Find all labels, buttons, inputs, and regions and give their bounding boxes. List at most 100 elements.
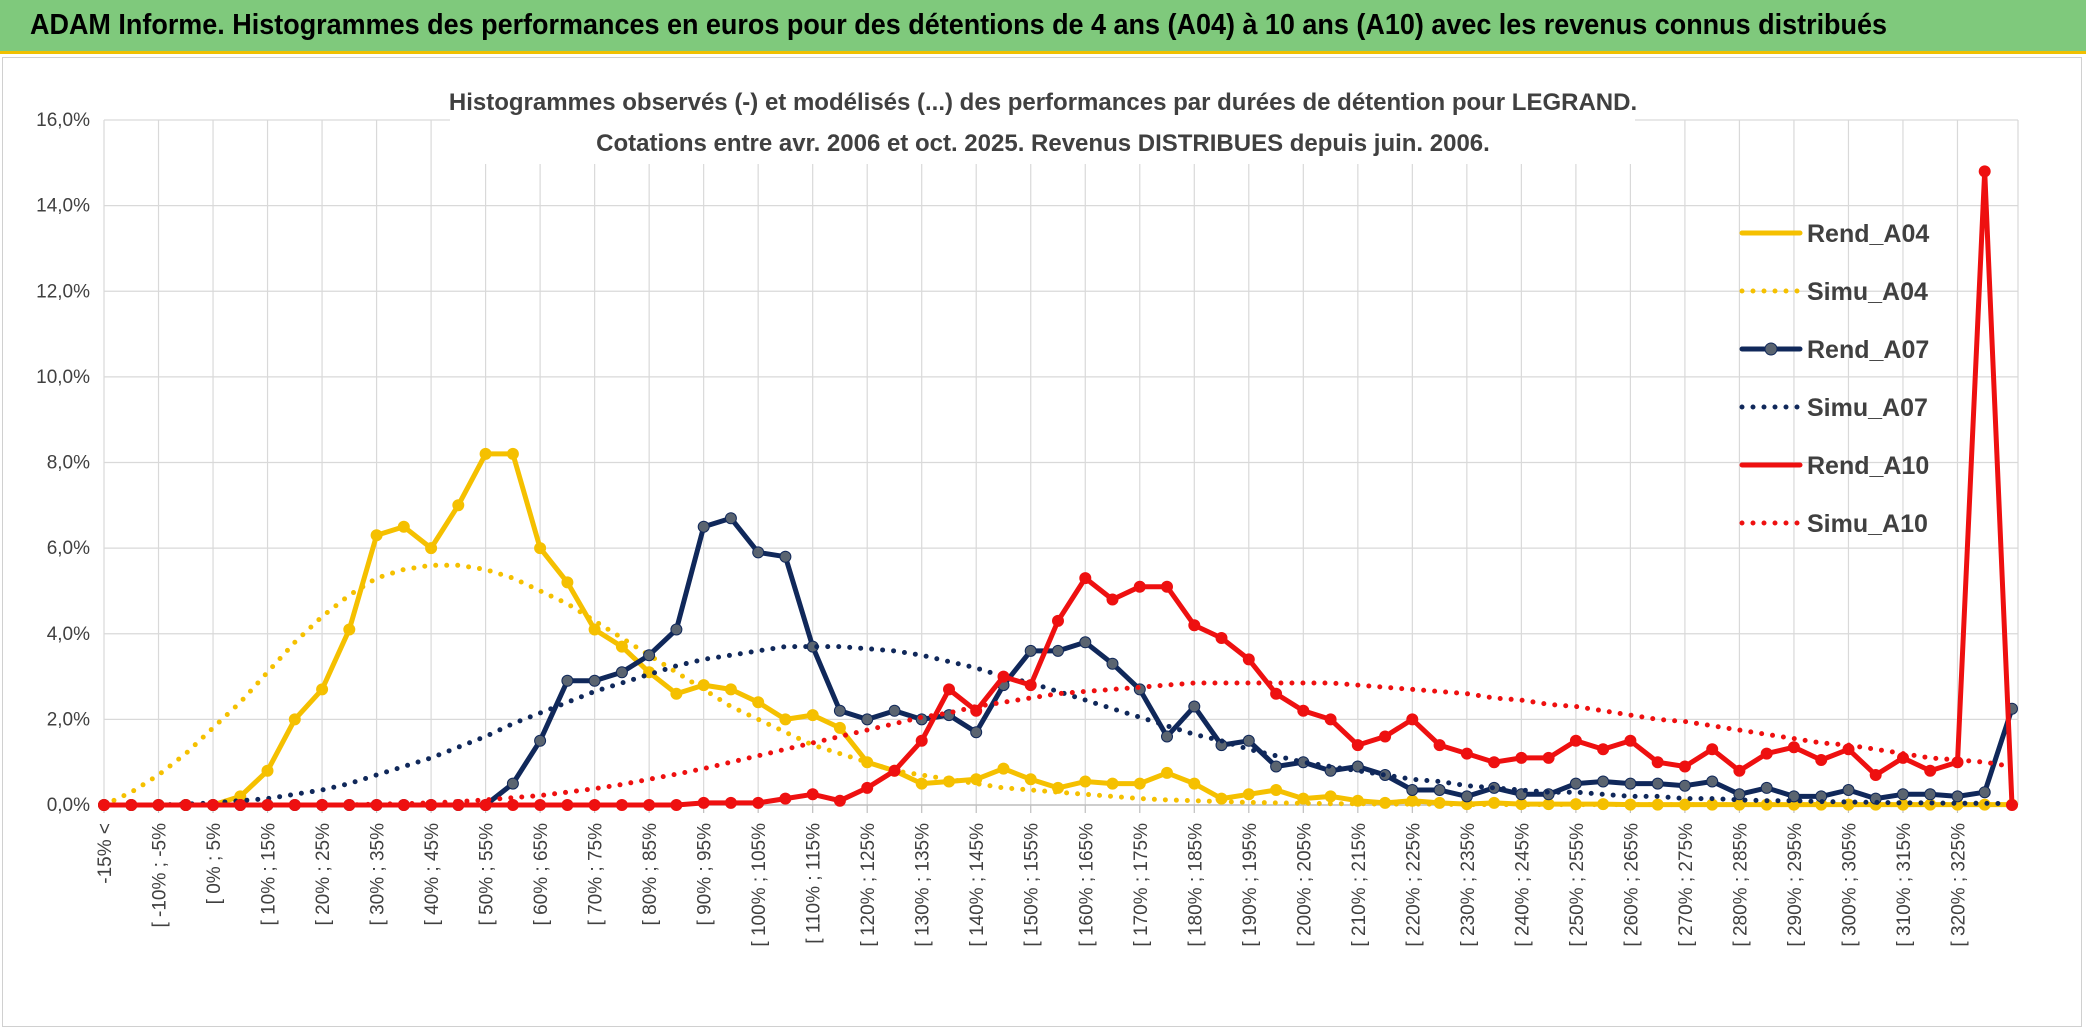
data-point — [1978, 165, 1991, 178]
data-point — [724, 512, 737, 525]
x-tick-label: [ 0% ; 5% — [204, 823, 225, 904]
data-point — [1542, 751, 1555, 764]
data-point — [1787, 790, 1800, 803]
x-tick-label: [ 60% ; 65% — [531, 823, 552, 926]
data-point — [561, 674, 574, 687]
legend-item-Simu_A04: Simu_A04 — [1739, 278, 1928, 306]
data-point — [1678, 779, 1691, 792]
data-point — [833, 704, 846, 717]
data-point — [506, 777, 519, 790]
series — [98, 165, 2018, 811]
data-point — [588, 674, 601, 687]
data-point — [1379, 730, 1392, 743]
x-tick-label: [ 100% ; 105% — [749, 823, 770, 947]
data-point — [561, 799, 574, 811]
data-point — [452, 499, 465, 512]
chart-title-block: Histogrammes observés (-) et modélisés (… — [449, 80, 1637, 164]
x-tick-label: [ 210% ; 215% — [1349, 823, 1370, 947]
data-point — [806, 788, 819, 801]
data-point — [833, 794, 846, 807]
data-point — [1760, 747, 1773, 760]
data-point — [1024, 773, 1037, 786]
page-title: ADAM Informe. Histogrammes des performan… — [30, 9, 1888, 41]
x-tick-label: [ 240% ; 245% — [1512, 823, 1533, 947]
data-point — [1270, 687, 1283, 700]
header-banner: ADAM Informe. Histogrammes des performan… — [0, 0, 2086, 54]
data-point — [861, 713, 874, 726]
grid — [103, 119, 2019, 806]
data-point — [1678, 798, 1691, 811]
data-point — [1133, 777, 1146, 790]
data-point — [1215, 632, 1228, 644]
data-point — [1351, 794, 1364, 807]
data-point — [1678, 760, 1691, 773]
data-point — [1406, 784, 1419, 796]
data-point — [1079, 775, 1092, 788]
data-point — [479, 447, 492, 460]
data-point — [997, 762, 1010, 775]
data-point — [1324, 790, 1337, 803]
y-tick-label: 14,0% — [36, 196, 90, 217]
x-tick-label: [ 230% ; 235% — [1458, 823, 1479, 947]
chart-frame — [2, 57, 2082, 1027]
data-point — [1433, 739, 1446, 752]
chart-title: Histogrammes observés (-) et modélisés (… — [449, 89, 1637, 116]
data-point — [561, 576, 574, 589]
legend-label: Simu_A07 — [1807, 394, 1928, 422]
x-tick-label: [ 290% ; 295% — [1785, 823, 1806, 947]
data-point — [1324, 713, 1337, 726]
data-point — [779, 550, 792, 563]
data-point — [1270, 784, 1283, 796]
data-point — [1270, 760, 1283, 773]
data-point — [1460, 747, 1473, 760]
data-point — [1624, 777, 1637, 790]
legend-label: Simu_A04 — [1807, 278, 1928, 306]
x-tick-label: [ 200% ; 205% — [1294, 823, 1315, 947]
data-point — [1815, 754, 1828, 766]
x-tick-label: [ 310% ; 315% — [1894, 823, 1915, 947]
x-tick-label: [ 140% ; 145% — [967, 823, 988, 947]
data-point — [1024, 679, 1037, 692]
x-tick-label: [ 10% ; 15% — [259, 823, 280, 926]
data-point — [724, 683, 737, 696]
data-point — [752, 696, 765, 709]
chart-subtitle: Cotations entre avr. 2006 et oct. 2025. … — [596, 130, 1490, 157]
series-Simu_A07 — [101, 644, 2015, 808]
data-point — [425, 542, 438, 555]
x-tick-label: [ 150% ; 155% — [1022, 823, 1043, 947]
series-Rend_A04 — [98, 447, 2018, 811]
data-point — [997, 670, 1010, 683]
data-point — [534, 799, 547, 811]
x-tick-label: [ 120% ; 125% — [858, 823, 879, 947]
legend-item-Rend_A10: Rend_A10 — [1739, 452, 1929, 480]
legend-label: Rend_A04 — [1807, 220, 1929, 248]
data-point — [1133, 580, 1146, 593]
data-point — [397, 520, 410, 533]
data-point — [1106, 593, 1119, 606]
data-point — [1242, 734, 1255, 747]
data-point — [588, 799, 601, 811]
data-point — [1188, 700, 1201, 713]
y-tick-label: 10,0% — [36, 367, 90, 388]
data-point — [915, 777, 928, 790]
data-point — [1569, 777, 1582, 790]
data-point — [343, 623, 356, 636]
y-tick-label: 8,0% — [47, 453, 90, 474]
data-point — [779, 713, 792, 726]
data-point — [288, 713, 301, 726]
data-point — [724, 796, 737, 809]
series-line — [101, 644, 2015, 808]
data-point — [1651, 798, 1664, 811]
data-point — [1161, 580, 1173, 593]
data-point — [970, 726, 983, 739]
x-tick-label: [ 90% ; 95% — [695, 823, 716, 926]
data-point — [1079, 572, 1092, 585]
x-tick-label: [ 110% ; 115% — [804, 823, 825, 944]
data-point — [1297, 704, 1310, 717]
data-point — [1706, 775, 1719, 788]
data-point — [1924, 788, 1937, 801]
data-point — [833, 721, 846, 734]
legend-item-Rend_A04: Rend_A04 — [1739, 220, 1929, 248]
x-tick-label: [ 190% ; 195% — [1240, 823, 1261, 947]
data-point — [697, 796, 710, 809]
